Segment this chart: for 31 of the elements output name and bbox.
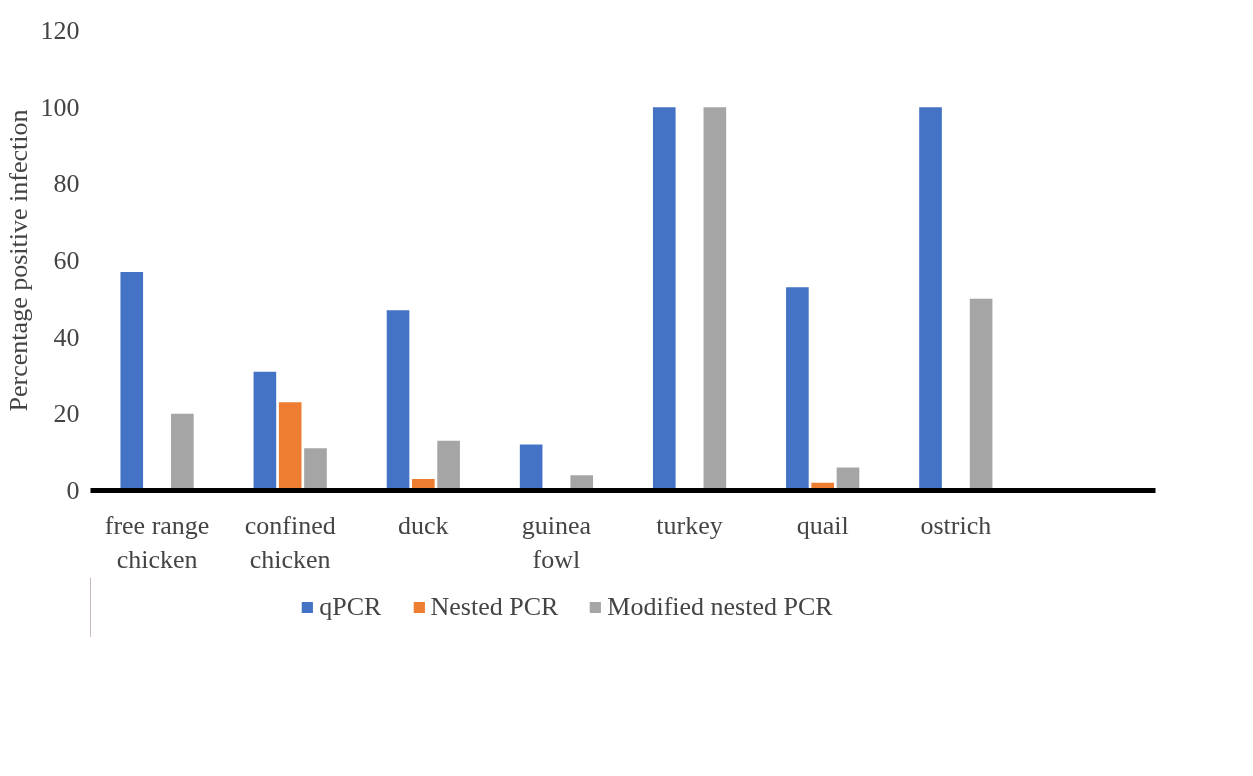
bar <box>386 310 410 491</box>
bar <box>969 298 993 491</box>
legend-label: qPCR <box>319 592 382 622</box>
bar <box>786 287 809 491</box>
bar <box>278 402 302 491</box>
x-tick-label: quail <box>796 510 849 540</box>
bar <box>120 272 144 491</box>
bar <box>304 448 327 491</box>
bar <box>652 107 676 491</box>
y-tick-label: 80 <box>53 169 80 199</box>
y-tick-label: 0 <box>66 476 80 505</box>
bar <box>519 444 543 491</box>
y-axis-title: Percentage positive infection <box>3 109 33 412</box>
y-tick-label: 60 <box>53 246 80 275</box>
x-tick-label: free range chicken <box>104 510 210 575</box>
y-tick-label: 20 <box>53 399 80 429</box>
y-tick-label: 120 <box>40 16 80 45</box>
y-tick-label: 100 <box>40 92 80 122</box>
x-tick-label: confined chicken <box>244 510 336 575</box>
bar <box>437 440 460 491</box>
legend-label: Nested PCR <box>430 592 559 622</box>
bar <box>253 371 277 491</box>
bar <box>703 107 727 491</box>
x-tick-label: turkey <box>656 510 723 540</box>
x-tick-label: duck <box>398 510 449 540</box>
x-tick-label: ostrich <box>920 510 992 540</box>
x-tick-label: guinea fowl <box>521 510 592 575</box>
bar <box>171 413 194 491</box>
y-tick-label: 40 <box>53 322 80 352</box>
legend-label: Modified nested PCR <box>607 592 833 622</box>
bar <box>919 107 942 491</box>
